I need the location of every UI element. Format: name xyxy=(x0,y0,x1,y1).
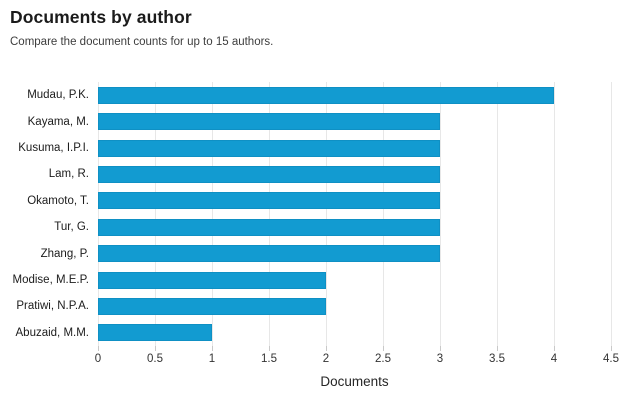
gridline xyxy=(326,82,327,346)
x-tick-mark xyxy=(497,346,498,351)
bar-row xyxy=(98,108,611,134)
bar-tur-g[interactable] xyxy=(98,218,440,236)
bar-pratiwi-n-p-a[interactable] xyxy=(98,297,326,315)
gridline xyxy=(554,82,555,346)
x-tick-label: 0.5 xyxy=(147,353,163,365)
category-label-zhang-p: Zhang, P. xyxy=(40,247,89,260)
category-label-lam-r: Lam, R. xyxy=(48,168,89,181)
x-tick-label: 2 xyxy=(322,353,330,365)
category-label-pratiwi-n-p-a: Pratiwi, N.P.A. xyxy=(16,300,89,313)
bar-row xyxy=(98,320,611,346)
bar-zhang-p[interactable] xyxy=(98,245,440,263)
x-tick-mark xyxy=(440,346,441,351)
x-tick-mark xyxy=(554,346,555,351)
bar-row xyxy=(98,240,611,266)
category-label-okamoto-t: Okamoto, T. xyxy=(27,194,89,207)
bar-row xyxy=(98,135,611,161)
x-tick-label: 4 xyxy=(550,353,558,365)
bar-chart: Mudau, P.K. Kayama, M. Kusuma, I.P.I. Lam, … xyxy=(0,82,624,346)
bar-row xyxy=(98,214,611,240)
x-tick-mark xyxy=(326,346,327,351)
chart-title: Documents by author xyxy=(10,7,192,27)
x-tick-mark xyxy=(611,346,612,351)
category-label-abuzaid-m-m: Abuzaid, M.M. xyxy=(15,326,90,339)
category-label-modise-m-e-p: Modise, M.E.P. xyxy=(12,274,90,287)
category-label-mudau-p-k: Mudau, P.K. xyxy=(27,89,89,102)
x-tick-label: 1.5 xyxy=(261,353,277,365)
x-tick-label: 3 xyxy=(436,353,444,365)
gridline xyxy=(383,82,384,346)
x-tick-mark xyxy=(269,346,270,351)
bar-row xyxy=(98,161,611,187)
bar-kayama-m[interactable] xyxy=(98,113,440,131)
bar-okamoto-t[interactable] xyxy=(98,192,440,210)
bar-kusuma-i-p-i[interactable] xyxy=(98,139,440,157)
gridline xyxy=(212,82,213,346)
bar-row xyxy=(98,293,611,319)
x-tick-label: 4.5 xyxy=(603,353,619,365)
plot-area xyxy=(98,82,612,346)
category-label-kusuma-i-p-i: Kusuma, I.P.I. xyxy=(18,142,89,155)
bar-rows xyxy=(98,82,611,346)
bar-lam-r[interactable] xyxy=(98,165,440,183)
x-tick-label: 2.5 xyxy=(375,353,391,365)
gridline xyxy=(611,82,612,346)
x-tick-mark xyxy=(98,346,99,351)
bar-row xyxy=(98,188,611,214)
y-axis-labels: Mudau, P.K. Kayama, M. Kusuma, I.P.I. Lam, … xyxy=(0,82,98,346)
x-tick-label: 1 xyxy=(208,353,216,365)
x-tick-label: 0 xyxy=(94,353,102,365)
chart-subtitle: Compare the document counts for up to 15… xyxy=(10,36,274,48)
gridline xyxy=(98,82,99,346)
bar-row xyxy=(98,267,611,293)
x-tick-mark xyxy=(212,346,213,351)
x-tick-mark xyxy=(383,346,384,351)
category-label-kayama-m: Kayama, M. xyxy=(27,115,89,128)
x-tick-mark xyxy=(155,346,156,351)
bar-abuzaid-m-m[interactable] xyxy=(98,324,212,342)
x-tick-label: 3.5 xyxy=(489,353,505,365)
category-label-tur-g: Tur, G. xyxy=(54,221,89,234)
gridline xyxy=(269,82,270,346)
gridline xyxy=(155,82,156,346)
x-axis: 0 0.5 1 1.5 2 2.5 3 3.5 4 4.5 xyxy=(94,346,619,368)
bar-modise-m-e-p[interactable] xyxy=(98,271,326,289)
bar-row xyxy=(98,82,611,108)
gridline xyxy=(440,82,441,346)
gridline xyxy=(497,82,498,346)
x-axis-label: Documents xyxy=(320,374,389,389)
bar-mudau-p-k[interactable] xyxy=(98,86,554,104)
